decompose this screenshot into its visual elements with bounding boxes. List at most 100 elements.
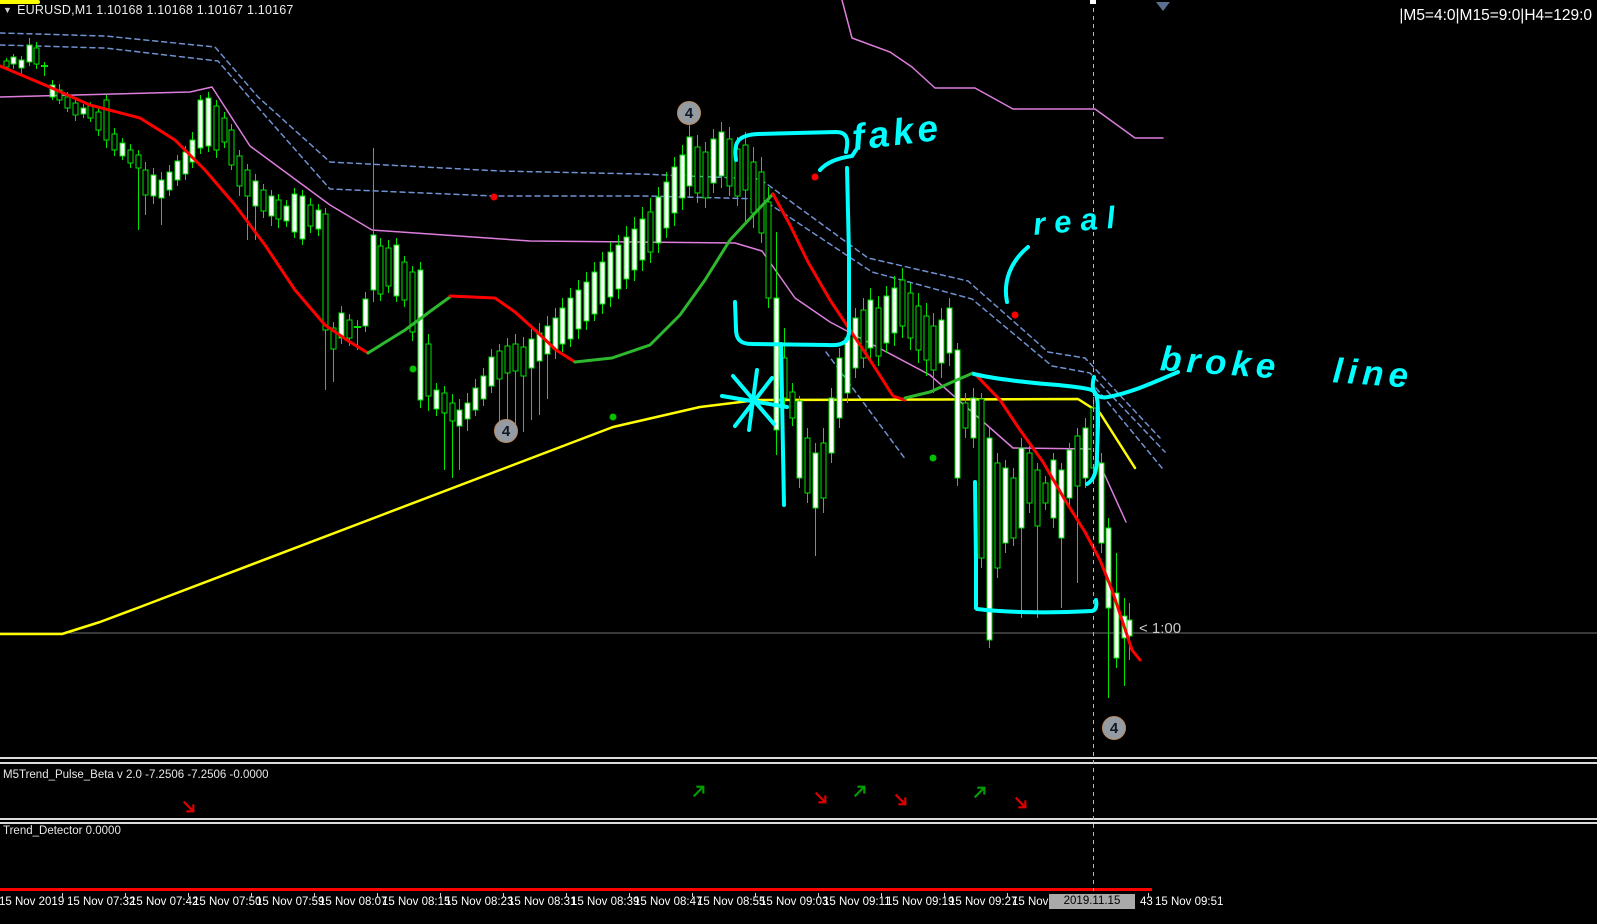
- candle: [197, 95, 204, 154]
- trend-up-arrow-icon: [853, 785, 866, 798]
- time-axis-tick: [440, 893, 441, 897]
- candle: [758, 157, 765, 243]
- hand-drawn-annotation: [733, 166, 852, 348]
- candle: [496, 344, 503, 430]
- time-axis-label: 15 Nov 09:11: [823, 896, 891, 908]
- candle: [221, 112, 228, 148]
- time-axis-label: 15 Nov 08:47: [634, 896, 703, 908]
- band-upper-1: [0, 32, 1161, 439]
- candle: [671, 157, 678, 226]
- candle: [938, 308, 945, 378]
- cycle-badge: 4: [1102, 716, 1126, 740]
- candle: [726, 127, 733, 196]
- pane-separator[interactable]: [0, 818, 1597, 820]
- candle: [978, 393, 985, 568]
- candle: [370, 148, 377, 302]
- candle: [213, 100, 220, 158]
- cycle-badge: 4: [677, 101, 701, 125]
- symbol-title-text: EURUSD,M1 1.10168 1.10168 1.10167 1.1016…: [17, 3, 294, 17]
- price-chart[interactable]: [0, 0, 1597, 757]
- candle: [456, 399, 463, 470]
- time-axis-label: 15 Nov 2019: [0, 896, 65, 908]
- candle: [1105, 518, 1112, 698]
- candle: [268, 190, 275, 226]
- candle: [315, 204, 322, 236]
- candle: [111, 128, 118, 156]
- candle: [567, 288, 574, 347]
- candle: [464, 393, 471, 431]
- candle: [1098, 453, 1105, 553]
- time-axis-label: 43: [1140, 896, 1153, 908]
- candle: [994, 453, 1001, 578]
- candle: [796, 396, 803, 488]
- candle: [954, 343, 961, 486]
- pane-separator[interactable]: [0, 757, 1597, 759]
- ma-red-4: [973, 372, 1142, 662]
- candle: [1113, 553, 1120, 668]
- candle: [228, 124, 235, 170]
- candle: [166, 165, 173, 196]
- candle: [663, 172, 670, 238]
- candle: [599, 252, 606, 314]
- candle: [891, 276, 898, 346]
- candle: [393, 238, 400, 302]
- hand-drawn-annotation: [973, 480, 978, 610]
- ma-red-1: [0, 64, 370, 355]
- time-axis-label: 15 Nov 09:27: [949, 896, 1018, 908]
- candle: [1066, 443, 1073, 508]
- band-seg-2: [1095, 387, 1163, 469]
- time-axis-label: 15 Nov 08:15: [382, 896, 451, 908]
- candle: [607, 242, 614, 307]
- candle: [1042, 476, 1049, 510]
- candle: [291, 188, 298, 238]
- candle: [694, 135, 701, 203]
- candle: [401, 256, 408, 307]
- detector-indicator-label: Trend_Detector 0.0000: [3, 825, 121, 837]
- envelope-upper: [841, 0, 1164, 139]
- hand-drawn-annotation: [1003, 245, 1030, 304]
- candle: [441, 386, 448, 470]
- cycle-badge: 4: [494, 419, 518, 443]
- candle: [119, 138, 126, 160]
- candle: [33, 42, 40, 69]
- crosshair-top-marker: [1090, 0, 1096, 4]
- time-axis[interactable]: 15 Nov 2019 15 Nov 07:32 15 Nov 07:42 15 No…: [0, 893, 1597, 911]
- candle: [205, 92, 212, 152]
- candle: [930, 313, 937, 393]
- candle: [385, 240, 392, 293]
- pane-separator[interactable]: [0, 762, 1597, 764]
- crosshair-time-box: 2019.11.15 09:44: [1049, 894, 1135, 922]
- candle: [710, 129, 717, 193]
- pane-separator[interactable]: [0, 822, 1597, 824]
- time-axis-tick: [692, 893, 693, 897]
- candle: [488, 349, 495, 393]
- candle: [135, 150, 142, 230]
- hand-drawn-annotation: [747, 368, 759, 432]
- time-axis-tick: [566, 893, 567, 897]
- candle: [1121, 598, 1128, 686]
- candle: [1082, 418, 1089, 488]
- time-axis-label: 15 Nov 08:07: [319, 896, 388, 908]
- candle: [95, 108, 102, 136]
- candle: [1034, 463, 1041, 618]
- time-axis-label: 15 Nov 07:59: [256, 896, 325, 908]
- candle: [520, 337, 527, 432]
- candle: [686, 125, 693, 198]
- time-axis-label: 15 Nov 07:42: [130, 896, 199, 908]
- time-axis-tick: [314, 893, 315, 897]
- candle: [860, 298, 867, 368]
- candle: [433, 383, 440, 416]
- time-axis-tick: [125, 893, 126, 897]
- candle: [1058, 463, 1065, 608]
- candle: [417, 262, 424, 408]
- candle: [528, 329, 535, 420]
- trend-down-arrow-icon: [182, 800, 195, 813]
- slow-yellow: [0, 397, 1137, 636]
- time-axis-tick: [755, 893, 756, 897]
- ma-green-3: [903, 371, 975, 400]
- candle: [655, 187, 662, 253]
- candle: [512, 334, 519, 425]
- chevron-down-icon[interactable]: ▼: [3, 5, 13, 15]
- candle: [875, 296, 882, 366]
- candle: [377, 238, 384, 301]
